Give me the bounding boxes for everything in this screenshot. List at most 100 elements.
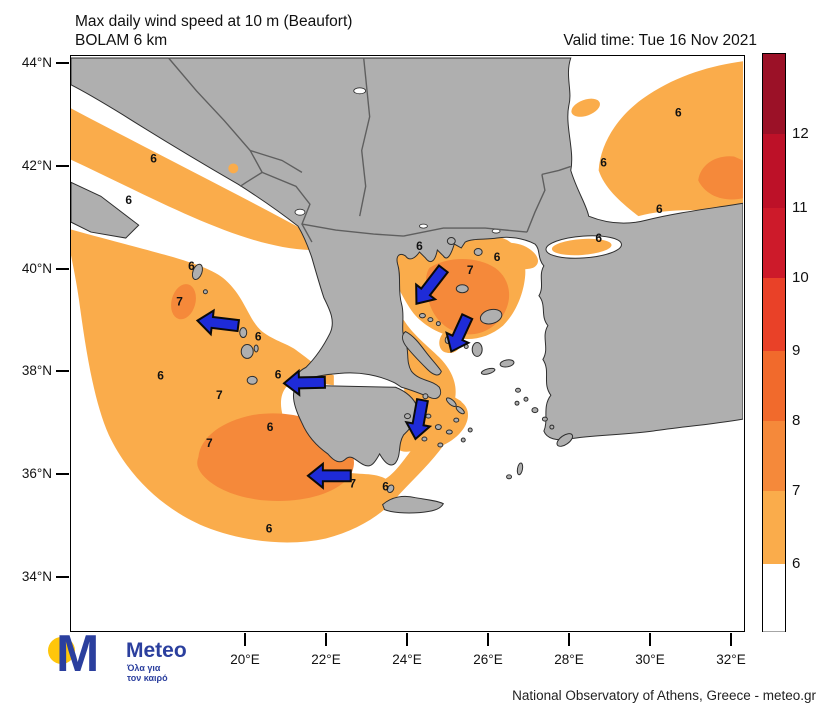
lat-tick-mark [56,576,69,578]
colorbar-segment [763,421,785,492]
wind-core-ionian [171,284,196,320]
island-rhodes [556,433,574,447]
wind-contour-label: 7 [349,477,356,491]
island [445,397,457,407]
island [516,462,524,476]
wind-contour-label: 7 [467,263,474,277]
map-canvas: 6 6 6 7 6 6 6 7 7 6 6 7 6 6 6 7 6 6 6 6 [71,56,743,630]
lat-tick-label: 44°N [21,55,52,70]
island [453,417,460,423]
colorbar-segment [763,208,785,279]
island [191,263,203,281]
lon-tick-mark [649,633,651,646]
model-subtitle: BOLAM 6 km [75,32,168,49]
lon-tick-label: 22°E [311,652,341,667]
page-title: Max daily wind speed at 10 m (Beaufort) [75,13,353,30]
wind-area-dardanelles [486,242,539,270]
lat-tick-mark [56,268,69,270]
colorbar-tick-label: 6 [792,555,801,572]
colorbar-tick-label: 7 [792,482,801,499]
country-borders [168,57,571,243]
colorbar [762,53,786,632]
island [421,436,428,442]
wind-area-adriatic [71,108,315,250]
island-samos [499,359,515,368]
colorbar-tick-label: 12 [792,125,809,142]
lat-tick-label: 36°N [21,466,52,481]
wind-contour-label: 6 [675,106,682,120]
island [515,387,521,393]
wind-contour-label: 6 [255,330,262,344]
logo-yellow-dot-icon [48,637,75,664]
wind-contour-label: 6 [494,250,501,264]
wind-area-black-sea-mid [603,140,620,169]
wind-contour-label: 6 [125,193,132,207]
island [246,375,258,385]
lat-tick-mark [56,370,69,372]
island-evia [402,330,442,376]
island [549,424,555,430]
wind-contour-labels-layer: 6 6 6 7 6 6 6 7 7 6 6 7 6 6 6 7 6 6 6 6 [125,106,682,536]
island [531,407,539,414]
wind-contour-label: 6 [150,151,157,165]
lon-tick-mark [487,633,489,646]
wind-contour-label: 6 [267,420,274,434]
lon-tick-label: 32°E [716,652,746,667]
wind-direction-arrow [282,368,326,397]
wind-direction-arrow [404,398,433,441]
island-crete [382,495,445,514]
lat-tick-label: 40°N [21,261,52,276]
island-lesbos [479,308,503,325]
logo-brand-text: Meteo [126,639,187,662]
lon-tick-label: 30°E [635,652,665,667]
wind-area-black-sea-west [571,98,600,117]
colorbar-tick-label: 10 [792,269,809,286]
wind-direction-arrow [306,461,352,490]
logo-tagline-line1: Όλα για [127,663,161,673]
island [523,396,529,402]
wind-area-albania-spot [228,163,239,174]
land-balkans-anatolia [71,57,743,441]
island [240,343,254,359]
wind-contour-label: 7 [206,436,213,450]
wind-contour-label: 6 [382,480,389,494]
island [460,437,466,443]
land-layer [71,57,743,514]
island [239,327,248,339]
island [541,416,548,422]
island [434,424,442,431]
wind-contour-label: 6 [416,239,423,253]
island [514,400,520,406]
island [427,317,434,323]
meteo-logo: M Meteo Όλα για τον καιρό [40,626,230,706]
colorbar-segment [763,54,785,135]
colorbar-segment [763,351,785,422]
land-italy-heel [71,181,140,239]
island [253,344,259,353]
island [506,474,513,480]
wind-contour-label: 6 [157,368,164,382]
island [422,393,429,400]
island [418,312,426,319]
island [446,237,456,246]
island [425,413,432,419]
colorbar-segment [763,564,785,632]
wind-contour-label: 7 [176,295,183,309]
lon-tick-label: 20°E [230,652,260,667]
island [435,321,441,327]
lat-tick-mark [56,165,69,167]
lat-tick-mark [56,473,69,475]
colorbar-segment [763,134,785,209]
island [455,406,465,415]
lon-tick-mark [568,633,570,646]
wind-contour-label: 6 [266,522,273,536]
wind-contour-label: 6 [595,231,602,245]
colorbar-tick-label: 8 [792,412,801,429]
logo-tagline-line2: τον καιρό [127,673,168,683]
island [386,484,395,493]
wind-contour-label: 6 [188,259,195,273]
wind-area-ionian-south [71,229,462,543]
logo-m-icon: M [56,625,99,683]
wind-contour-label: 6 [600,155,607,169]
wind-contour-label: 6 [275,367,282,381]
